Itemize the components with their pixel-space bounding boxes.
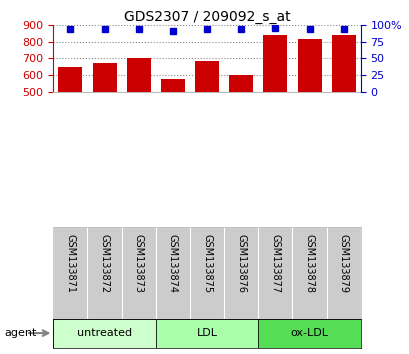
Text: agent: agent <box>4 328 36 338</box>
Title: GDS2307 / 209092_s_at: GDS2307 / 209092_s_at <box>124 10 290 24</box>
Text: GSM133873: GSM133873 <box>133 234 144 293</box>
Bar <box>195 61 218 176</box>
Bar <box>92 63 116 176</box>
Bar <box>58 67 82 176</box>
Text: GSM133877: GSM133877 <box>270 234 280 293</box>
Text: LDL: LDL <box>196 328 217 338</box>
Bar <box>53 319 155 348</box>
Text: GSM133876: GSM133876 <box>236 234 246 293</box>
Bar <box>229 75 253 176</box>
Bar <box>160 79 184 176</box>
Bar <box>297 39 321 176</box>
Bar <box>263 35 287 176</box>
Text: ox-LDL: ox-LDL <box>290 328 328 338</box>
Text: GSM133871: GSM133871 <box>65 234 75 293</box>
Bar <box>258 319 360 348</box>
Text: GSM133874: GSM133874 <box>167 234 178 293</box>
Bar <box>331 35 355 176</box>
Text: GSM133879: GSM133879 <box>338 234 348 293</box>
Text: GSM133875: GSM133875 <box>202 234 211 293</box>
Text: GSM133878: GSM133878 <box>304 234 314 293</box>
Text: untreated: untreated <box>77 328 132 338</box>
Bar <box>155 319 258 348</box>
Text: GSM133872: GSM133872 <box>99 234 109 293</box>
Bar <box>126 58 150 176</box>
